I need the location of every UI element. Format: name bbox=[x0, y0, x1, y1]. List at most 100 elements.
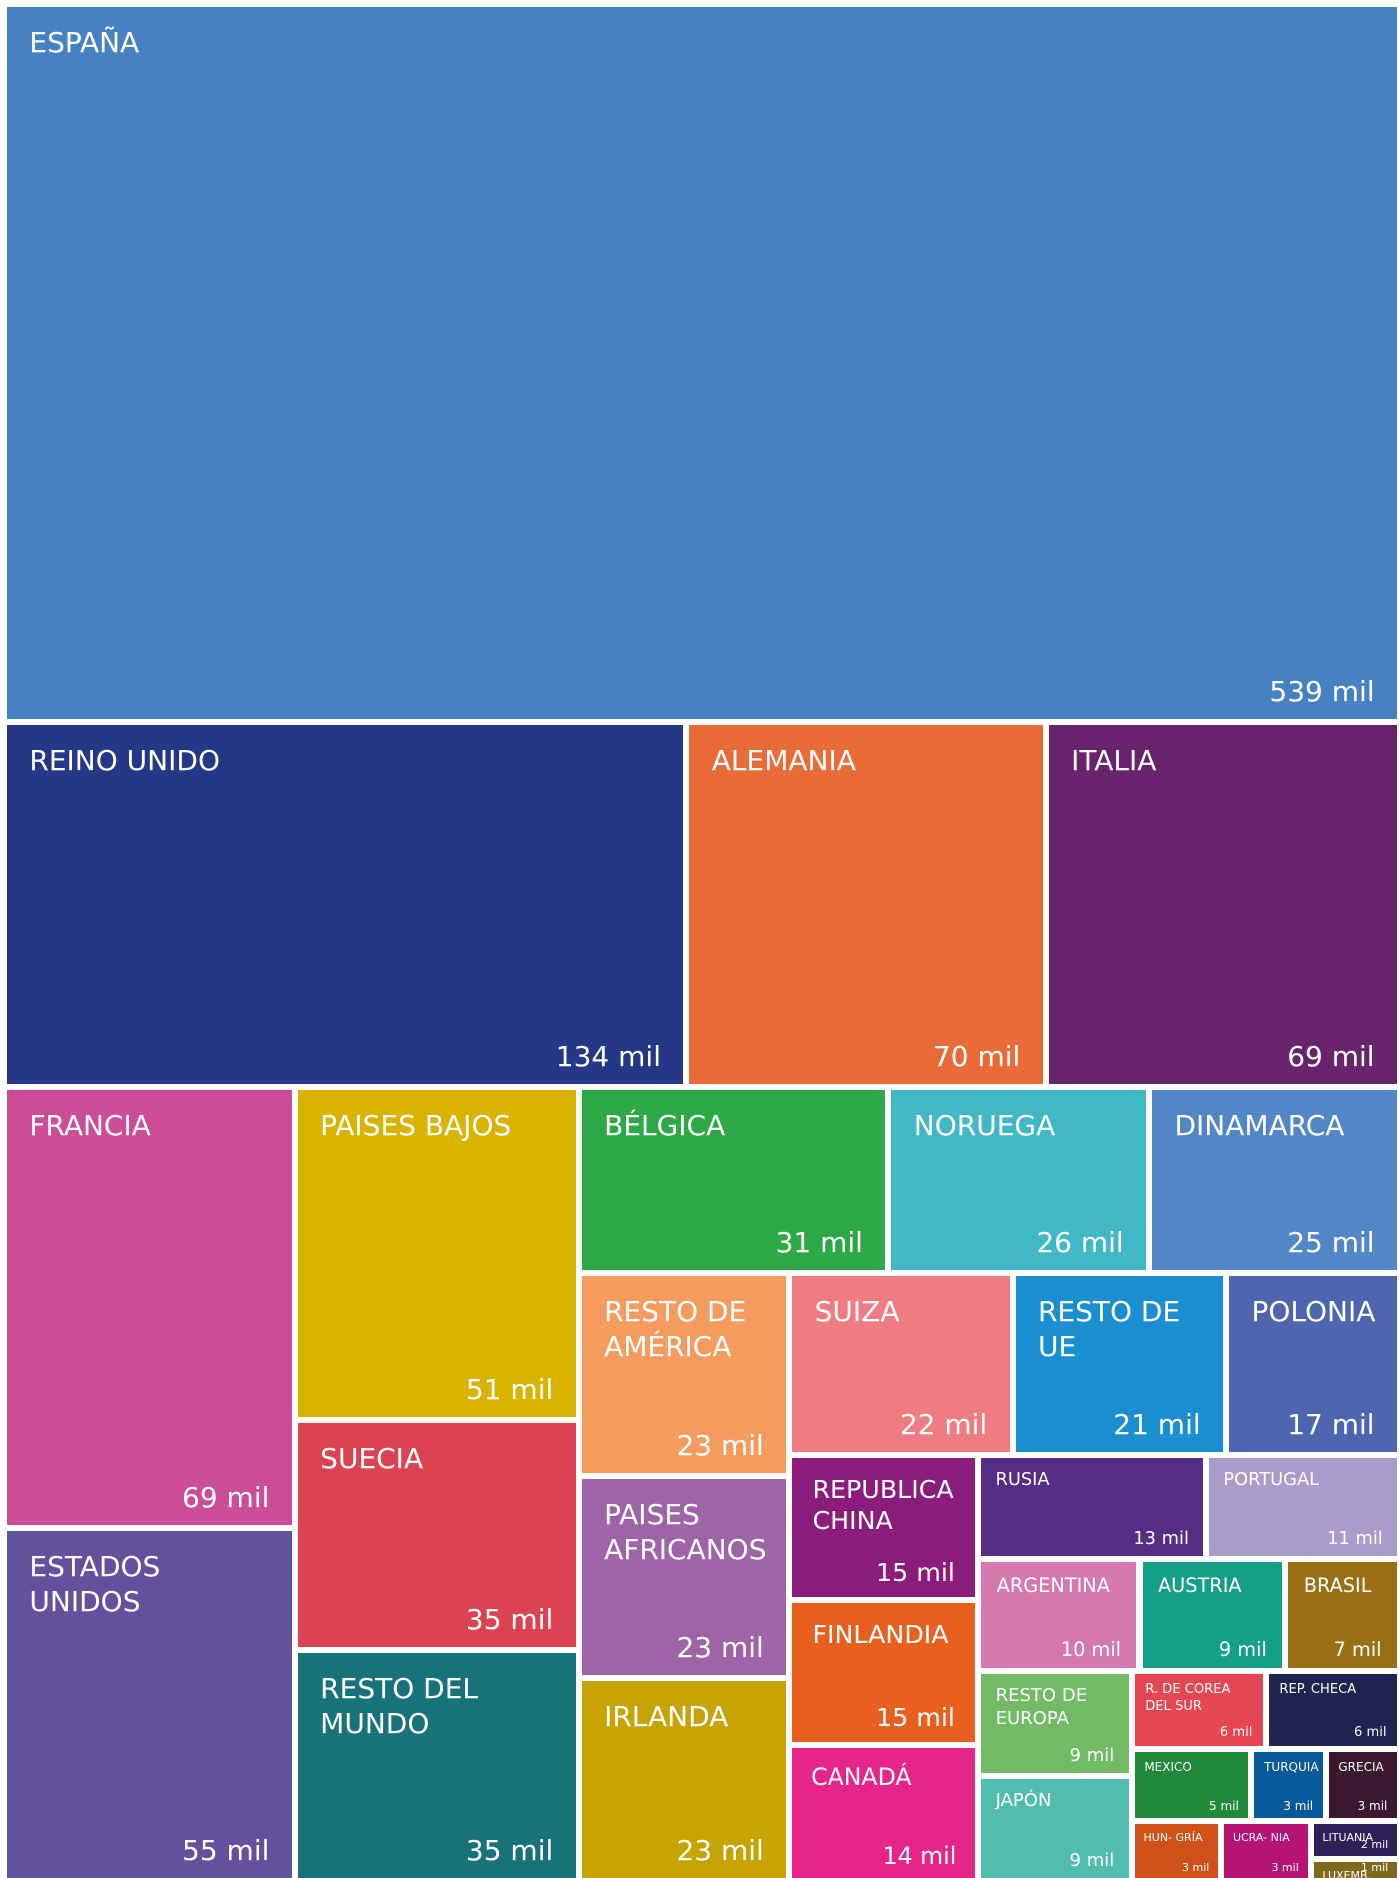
treemap-cell: PORTUGAL 11 mil bbox=[1209, 1457, 1397, 1556]
cell-value: 10 mil bbox=[1060, 1637, 1122, 1661]
cell-label: NORUEGA bbox=[913, 1108, 1056, 1142]
cell-value: 1 mil bbox=[1360, 1861, 1389, 1874]
treemap-cell: POLONIA 17 mil bbox=[1229, 1276, 1397, 1452]
cell-value: 35 mil bbox=[465, 1834, 554, 1867]
cell-value: 134 mil bbox=[555, 1039, 661, 1073]
cell-label: DINAMARCA bbox=[1174, 1108, 1345, 1142]
cell-value: 69 mil bbox=[182, 1480, 270, 1514]
cell-value: 3 mil bbox=[1271, 1860, 1299, 1874]
treemap-cell: RESTO DE AMÉRICA 23 mil bbox=[581, 1276, 787, 1473]
cell-label: CANADÁ bbox=[811, 1763, 912, 1792]
cell-value: 22 mil bbox=[899, 1407, 988, 1441]
cell-label: RUSIA bbox=[995, 1468, 1050, 1490]
cell-value: 15 mil bbox=[876, 1557, 955, 1587]
treemap-cell: SUIZA 22 mil bbox=[792, 1276, 1010, 1452]
cell-value: 15 mil bbox=[876, 1703, 955, 1733]
cell-label: RESTO DE AMÉRICA bbox=[604, 1295, 747, 1364]
cell-label: FINLANDIA bbox=[812, 1619, 949, 1649]
treemap-cell: FRANCIA 69 mil bbox=[7, 1089, 292, 1525]
treemap-cell: AUSTRIA 9 mil bbox=[1142, 1561, 1283, 1668]
cell-value: 26 mil bbox=[1036, 1226, 1124, 1260]
cell-label: PORTUGAL bbox=[1223, 1468, 1320, 1490]
cell-value: 3 mil bbox=[1357, 1798, 1388, 1813]
cell-value: 23 mil bbox=[676, 1631, 764, 1665]
treemap-cell: JAPÓN 9 mil bbox=[981, 1778, 1129, 1878]
cell-value: 14 mil bbox=[882, 1841, 957, 1870]
cell-value: 9 mil bbox=[1069, 1849, 1115, 1871]
cell-value: 3 mil bbox=[1182, 1860, 1210, 1874]
cell-value: 6 mil bbox=[1353, 1725, 1387, 1741]
cell-value: 6 mil bbox=[1219, 1725, 1253, 1741]
treemap-cell: ESTADOS UNIDOS 55 mil bbox=[7, 1530, 292, 1878]
cell-value: 9 mil bbox=[1069, 1744, 1115, 1766]
treemap-cell: BÉLGICA 31 mil bbox=[581, 1089, 886, 1271]
cell-label: BRASIL bbox=[1303, 1573, 1372, 1597]
cell-label: ESPAÑA bbox=[29, 25, 140, 59]
cell-label: RESTO DE UE bbox=[1037, 1295, 1181, 1364]
treemap-cell: PAISES BAJOS 51 mil bbox=[297, 1089, 576, 1417]
cell-label: MEXICO bbox=[1144, 1759, 1192, 1774]
treemap-cell: NORUEGA 26 mil bbox=[891, 1089, 1147, 1271]
treemap-cell: PAISES AFRICANOS 23 mil bbox=[581, 1478, 787, 1676]
cell-label: ALEMANIA bbox=[711, 743, 856, 777]
cell-label: ARGENTINA bbox=[996, 1573, 1110, 1597]
treemap-cell: LITUANIA 2 mil bbox=[1313, 1823, 1397, 1856]
cell-label: RESTO DEL MUNDO bbox=[320, 1672, 478, 1741]
cell-label: BÉLGICA bbox=[604, 1108, 726, 1142]
cell-value: 9 mil bbox=[1218, 1637, 1267, 1661]
cell-label: RESTO DE EUROPA bbox=[995, 1685, 1088, 1729]
cell-label: SUECIA bbox=[320, 1441, 424, 1475]
treemap-cell: HUN- GRÍA 3 mil bbox=[1134, 1823, 1219, 1878]
cell-value: 70 mil bbox=[932, 1039, 1021, 1073]
treemap-cell: GRECIA 3 mil bbox=[1328, 1751, 1397, 1818]
treemap-cell: ARGENTINA 10 mil bbox=[981, 1561, 1137, 1668]
treemap-cell: TURQUIA 3 mil bbox=[1254, 1751, 1323, 1818]
treemap-cell: UCRA- NIA 3 mil bbox=[1224, 1823, 1308, 1878]
treemap-cell: LUXEMB. 1 mil bbox=[1313, 1861, 1397, 1878]
cell-value: 69 mil bbox=[1287, 1039, 1375, 1073]
cell-label: AUSTRIA bbox=[1157, 1573, 1242, 1597]
treemap-cell: IRLANDA 23 mil bbox=[581, 1681, 787, 1878]
cell-value: 5 mil bbox=[1209, 1798, 1239, 1813]
cell-label: JAPÓN bbox=[995, 1790, 1052, 1812]
treemap-cell: RUSIA 13 mil bbox=[981, 1457, 1204, 1556]
treemap-cell: MEXICO 5 mil bbox=[1134, 1751, 1249, 1818]
cell-label: HUN- GRÍA bbox=[1143, 1830, 1203, 1844]
treemap-cell: FINLANDIA 15 mil bbox=[792, 1602, 976, 1743]
cell-label: LITUANIA bbox=[1322, 1830, 1374, 1844]
treemap-cell: BRASIL 7 mil bbox=[1288, 1561, 1397, 1668]
cell-value: 51 mil bbox=[465, 1372, 554, 1406]
treemap-cell: R. DE COREA DEL SUR 6 mil bbox=[1134, 1673, 1263, 1746]
treemap-cell: ITALIA 69 mil bbox=[1048, 724, 1397, 1084]
cell-label: LUXEMB. bbox=[1322, 1869, 1372, 1878]
treemap-cell: CANADÁ 14 mil bbox=[792, 1748, 976, 1878]
cell-label: REINO UNIDO bbox=[29, 743, 220, 777]
treemap-cell: REP. CHECA 6 mil bbox=[1268, 1673, 1397, 1746]
treemap-cell: RESTO DE EUROPA 9 mil bbox=[981, 1673, 1129, 1773]
cell-label: ESTADOS UNIDOS bbox=[29, 1549, 161, 1618]
treemap-cell: ALEMANIA 70 mil bbox=[689, 724, 1043, 1084]
cell-label: PAISES BAJOS bbox=[320, 1108, 512, 1142]
cell-value: 3 mil bbox=[1283, 1798, 1314, 1813]
treemap-cell: RESTO DEL MUNDO 35 mil bbox=[297, 1653, 576, 1878]
cell-value: 23 mil bbox=[676, 1428, 764, 1462]
treemap-cell: RESTO DE UE 21 mil bbox=[1015, 1276, 1224, 1452]
cell-label: R. DE COREA DEL SUR bbox=[1145, 1682, 1231, 1714]
cell-value: 539 mil bbox=[1269, 674, 1375, 708]
cell-label: TURQUIA bbox=[1264, 1759, 1319, 1774]
cell-value: 13 mil bbox=[1133, 1527, 1189, 1549]
cell-value: 11 mil bbox=[1327, 1527, 1383, 1549]
cell-value: 7 mil bbox=[1333, 1637, 1382, 1661]
cell-value: 25 mil bbox=[1287, 1226, 1375, 1260]
cell-label: PAISES AFRICANOS bbox=[604, 1497, 767, 1566]
cell-label: UCRA- NIA bbox=[1232, 1830, 1290, 1844]
treemap-cell: REPUBLICA CHINA 15 mil bbox=[792, 1457, 976, 1597]
cell-label: REPUBLICA CHINA bbox=[812, 1474, 954, 1536]
cell-label: ITALIA bbox=[1071, 743, 1157, 777]
cell-value: 23 mil bbox=[676, 1834, 764, 1867]
cell-label: IRLANDA bbox=[604, 1700, 729, 1734]
cell-value: 17 mil bbox=[1287, 1407, 1375, 1441]
cell-label: FRANCIA bbox=[29, 1108, 151, 1142]
cell-label: POLONIA bbox=[1251, 1295, 1376, 1329]
